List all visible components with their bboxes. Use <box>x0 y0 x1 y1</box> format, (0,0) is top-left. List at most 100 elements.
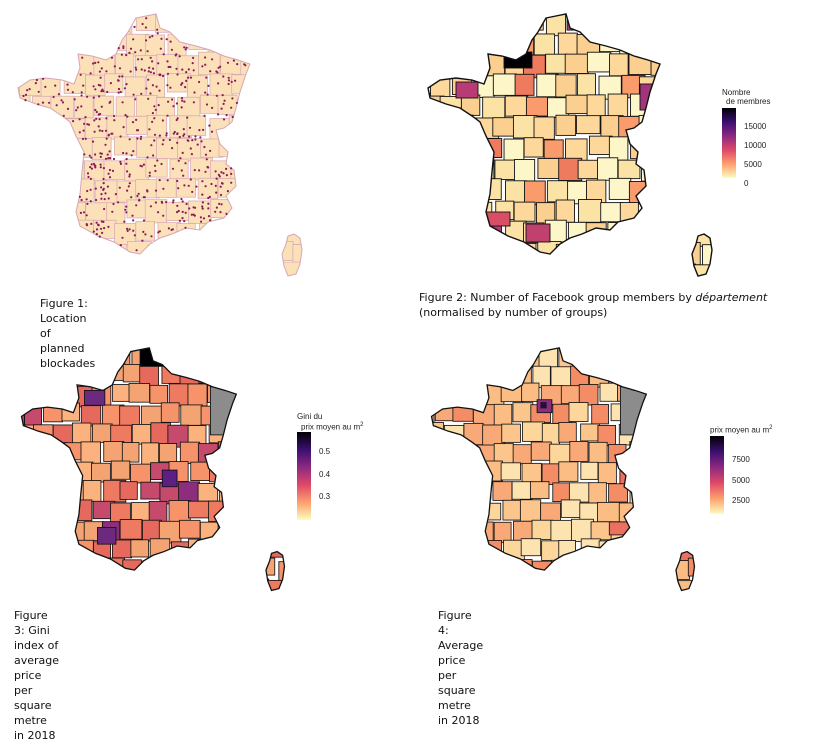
departement <box>671 263 696 276</box>
departement <box>471 480 492 500</box>
departement <box>219 14 241 35</box>
departement <box>648 363 671 387</box>
blockade-point <box>214 184 217 187</box>
departement <box>619 463 639 487</box>
departement <box>131 424 152 445</box>
blockade-point <box>113 119 116 122</box>
blockade-point <box>148 36 151 39</box>
blockade-point <box>136 194 139 197</box>
blockade-point <box>128 138 131 141</box>
departement <box>550 519 573 543</box>
departement <box>462 463 485 485</box>
blockade-point <box>200 220 203 223</box>
blockade-point <box>61 101 65 104</box>
departement <box>555 199 575 223</box>
departement <box>431 403 435 424</box>
map-gini-price <box>20 347 286 592</box>
departement <box>547 97 570 118</box>
blockade-point <box>93 119 96 122</box>
blockade-point <box>132 219 135 222</box>
departement <box>651 178 677 203</box>
departement <box>565 138 588 161</box>
departement <box>220 53 245 75</box>
legend-tick: 0 <box>737 179 749 188</box>
blockade-point <box>125 83 128 86</box>
departement <box>303 136 321 156</box>
departement <box>18 54 31 78</box>
blockade-point <box>107 172 110 175</box>
blockade-point <box>175 67 178 70</box>
blockade-point <box>48 101 51 104</box>
blockade-point <box>104 192 107 195</box>
departement <box>669 137 695 160</box>
blockade-point <box>154 108 157 111</box>
departement <box>442 577 462 591</box>
blockade-point <box>203 145 206 149</box>
blockade-point <box>129 47 133 50</box>
blockade-point <box>66 107 70 110</box>
blockade-point <box>153 164 157 167</box>
departement <box>580 461 599 480</box>
blockade-point <box>176 204 179 207</box>
departement <box>687 557 695 577</box>
departement <box>29 223 52 248</box>
blockade-point <box>215 206 218 209</box>
blockade-point <box>151 35 154 38</box>
blockade-point <box>80 91 83 94</box>
departement <box>512 402 534 423</box>
blockade-point <box>181 151 184 154</box>
blockade-point <box>220 171 223 174</box>
blockade-point <box>244 64 247 67</box>
departement <box>260 14 284 32</box>
blockade-point <box>183 220 186 223</box>
departement <box>21 347 34 366</box>
blockade-point <box>52 95 55 99</box>
departement <box>463 422 484 446</box>
blockade-point <box>176 73 179 76</box>
blockade-point <box>201 193 204 196</box>
blockade-point <box>166 84 169 87</box>
departement <box>551 559 570 583</box>
blockade-point <box>101 231 104 234</box>
departement <box>247 347 270 365</box>
departement <box>32 500 54 520</box>
departement <box>691 53 712 74</box>
departement <box>472 244 497 268</box>
departement <box>687 363 695 383</box>
blockade-point <box>142 196 145 199</box>
departement <box>649 518 671 542</box>
blockade-point <box>89 72 92 75</box>
blockade-point <box>135 249 138 252</box>
blockade-point <box>146 50 149 53</box>
blockade-point <box>143 69 146 72</box>
blockade-point <box>181 210 184 213</box>
blockade-point <box>182 134 185 137</box>
blockade-point <box>201 65 204 68</box>
blockade-point <box>133 234 136 237</box>
blockade-point <box>219 211 222 214</box>
departement <box>698 578 715 597</box>
blockade-point <box>196 143 199 146</box>
departement <box>431 347 447 365</box>
departement <box>43 402 64 423</box>
legend-title: prix moyen au m2 <box>710 425 773 435</box>
departement <box>665 364 686 386</box>
departement <box>91 137 112 161</box>
blockade-point <box>148 128 151 131</box>
departement <box>628 520 648 540</box>
blockade-point <box>188 135 191 138</box>
departements <box>431 347 715 597</box>
departement <box>472 521 494 543</box>
blockade-point <box>204 170 207 173</box>
blockade-point <box>142 230 145 233</box>
departement <box>701 200 712 225</box>
blockade-point <box>172 105 175 108</box>
blockade-point <box>112 202 115 206</box>
departement <box>52 264 77 276</box>
blockade-point <box>89 200 92 203</box>
blockade-point <box>152 154 155 157</box>
departement <box>239 179 259 202</box>
blockade-point <box>186 116 189 119</box>
blockade-point <box>132 229 135 232</box>
departement <box>570 518 594 542</box>
